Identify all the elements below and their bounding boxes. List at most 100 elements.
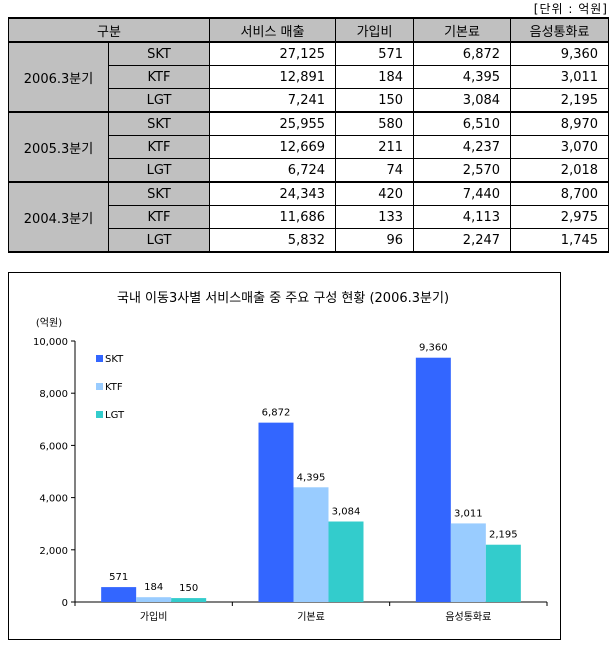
data-label: 2,195 (489, 530, 518, 541)
value-cell: 6,872 (413, 41, 512, 66)
value-cell: 4,395 (413, 65, 512, 89)
y-axis-unit-label: (억원) (36, 317, 62, 329)
period-cell: 2006.3분기 (8, 41, 109, 113)
x-category-label: 기본료 (297, 611, 325, 623)
y-tick-label: 10,000 (33, 337, 68, 348)
period-cell: 2005.3분기 (8, 111, 109, 183)
bar-lgt-1 (328, 521, 364, 602)
y-tick-label: 4,000 (39, 494, 68, 505)
bar-skt-2 (415, 357, 451, 602)
data-label: 184 (144, 582, 163, 593)
carrier-cell: SKT (107, 181, 211, 206)
table-row: LGT 6,724 74 2,570 2,018 (9, 158, 610, 183)
table-row: KTF 11,686 133 4,113 2,975 (9, 205, 610, 229)
y-tick-label: 8,000 (39, 389, 68, 400)
chart-container: 국내 이동3사별 서비스매출 중 주요 구성 현황 (2006.3분기) (억원… (8, 272, 561, 640)
legend-label: LGT (105, 410, 125, 421)
value-cell: 3,011 (510, 65, 610, 89)
legend-swatch-skt (96, 355, 103, 362)
y-tick-label: 2,000 (39, 546, 68, 557)
value-cell: 7,241 (209, 88, 337, 113)
x-category-label: 가입비 (140, 610, 168, 623)
value-cell: 7,440 (413, 181, 512, 206)
carrier-cell: KTF (107, 205, 211, 229)
value-cell: 96 (335, 228, 415, 253)
data-label: 3,084 (332, 507, 361, 518)
period-cell: 2004.3분기 (8, 181, 109, 253)
carrier-cell: KTF (107, 135, 211, 159)
table-header-row: 구분 서비스 매출 가입비 기본료 음성통화료 (7, 17, 610, 43)
value-cell: 2,570 (413, 158, 512, 183)
value-cell: 184 (335, 65, 415, 89)
value-cell: 2,975 (510, 205, 610, 229)
bar-lgt-2 (485, 544, 521, 602)
table-row: KTF 12,891 184 4,395 3,011 (9, 65, 610, 89)
value-cell: 9,360 (510, 41, 610, 66)
y-tick-label: 6,000 (39, 441, 68, 452)
value-cell: 8,970 (510, 111, 610, 136)
data-label: 6,872 (262, 408, 291, 419)
header-voice-fee: 음성통화료 (510, 17, 610, 43)
value-cell: 211 (335, 135, 415, 159)
table-row: KTF 12,669 211 4,237 3,070 (9, 135, 610, 159)
bar-chart: 국내 이동3사별 서비스매출 중 주요 구성 현황 (2006.3분기) (억원… (33, 291, 548, 623)
value-cell: 6,724 (209, 158, 337, 183)
value-cell: 133 (335, 205, 415, 229)
data-label: 4,395 (297, 472, 326, 483)
bar-lgt-0 (171, 598, 207, 602)
value-cell: 27,125 (209, 41, 337, 66)
value-cell: 25,955 (209, 111, 337, 136)
carrier-cell: LGT (107, 158, 211, 183)
legend-label: KTF (105, 382, 123, 393)
x-category-label: 음성통화료 (445, 611, 491, 623)
legend-swatch-ktf (96, 383, 103, 390)
carrier-cell: LGT (107, 88, 211, 113)
data-label: 150 (179, 583, 198, 594)
value-cell: 12,669 (209, 135, 337, 159)
value-cell: 1,745 (510, 228, 610, 253)
header-basic-fee: 기본료 (413, 17, 512, 43)
value-cell: 6,510 (413, 111, 512, 136)
table-row: LGT 5,832 96 2,247 1,745 (9, 228, 610, 253)
legend-label: SKT (105, 354, 124, 365)
header-category: 구분 (7, 17, 211, 43)
legend-swatch-lgt (96, 411, 103, 418)
value-cell: 571 (335, 41, 415, 66)
value-cell: 11,686 (209, 205, 337, 229)
value-cell: 4,237 (413, 135, 512, 159)
bar-skt-1 (258, 422, 294, 602)
value-cell: 150 (335, 88, 415, 113)
table-row: 2005.3분기 SKT 25,955 580 6,510 8,970 (8, 111, 610, 183)
value-cell: 580 (335, 111, 415, 136)
bar-skt-0 (101, 587, 137, 602)
value-cell: 8,700 (510, 181, 610, 206)
value-cell: 2,195 (510, 88, 610, 113)
bar-ktf-2 (450, 523, 486, 602)
data-label: 9,360 (419, 343, 448, 354)
data-label: 3,011 (454, 508, 483, 519)
table-row: 2006.3분기 SKT 27,125 571 6,872 9,360 (8, 41, 610, 113)
value-cell: 2,018 (510, 158, 610, 183)
header-subscription-fee: 가입비 (335, 17, 415, 43)
value-cell: 3,084 (413, 88, 512, 113)
data-table: 구분 서비스 매출 가입비 기본료 음성통화료 2006.3분기 SKT 27,12… (7, 17, 610, 253)
value-cell: 4,113 (413, 205, 512, 229)
table-row: 2004.3분기 SKT 24,343 420 7,440 8,700 (8, 181, 610, 253)
header-service-revenue: 서비스 매출 (209, 17, 337, 43)
value-cell: 24,343 (209, 181, 337, 206)
value-cell: 5,832 (209, 228, 337, 253)
bar-ktf-0 (136, 597, 172, 602)
data-label: 571 (109, 572, 128, 583)
value-cell: 3,070 (510, 135, 610, 159)
table-row: LGT 7,241 150 3,084 2,195 (9, 88, 610, 113)
value-cell: 74 (335, 158, 415, 183)
value-cell: 420 (335, 181, 415, 206)
unit-label: [단위 : 억원] (533, 2, 608, 16)
carrier-cell: LGT (107, 228, 211, 253)
carrier-cell: SKT (107, 111, 211, 136)
value-cell: 12,891 (209, 65, 337, 89)
bar-ktf-1 (293, 487, 329, 602)
y-tick-label: 0 (62, 598, 68, 609)
value-cell: 2,247 (413, 228, 512, 253)
carrier-cell: KTF (107, 65, 211, 89)
